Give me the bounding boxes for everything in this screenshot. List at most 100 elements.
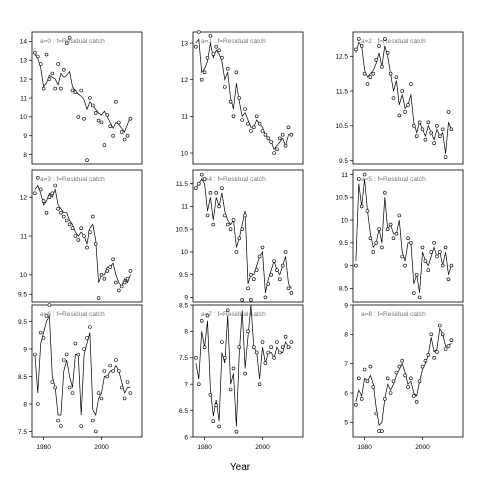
observed-point	[199, 172, 204, 177]
observed-point	[82, 347, 86, 351]
observed-point	[108, 124, 112, 129]
observed-point	[44, 314, 49, 318]
y-tick-label: 9.5	[339, 240, 348, 247]
observed-point	[377, 227, 381, 231]
y-tick-label: 11	[20, 233, 27, 240]
observed-point	[128, 269, 133, 273]
x-tick-label: 2000	[94, 444, 109, 451]
x-tick-label: 2000	[255, 444, 270, 451]
observed-point	[91, 214, 95, 219]
panel-label: a=2 : f=Residual catch	[361, 38, 426, 45]
observed-point	[211, 52, 216, 56]
y-tick-label: 10	[20, 272, 28, 279]
observed-point	[76, 115, 81, 119]
observed-point	[394, 75, 399, 79]
y-tick-label: 7.5	[179, 355, 188, 362]
observed-point	[382, 37, 387, 41]
observed-point	[61, 67, 66, 72]
observed-point	[108, 265, 112, 269]
y-tick-label: 10.5	[175, 226, 188, 233]
observed-point	[117, 120, 121, 125]
observed-point	[446, 110, 451, 114]
observed-point	[382, 397, 387, 401]
observed-point	[47, 77, 52, 81]
observed-point	[197, 181, 201, 186]
observed-point	[85, 336, 89, 340]
observed-point	[388, 222, 393, 227]
observed-point	[286, 125, 291, 130]
observed-point	[354, 263, 358, 268]
observed-point	[266, 281, 271, 286]
observed-point	[391, 236, 396, 241]
observed-point	[446, 277, 451, 282]
observed-point	[67, 385, 72, 390]
observed-point	[403, 263, 407, 268]
panel-label: a=4 : f=Residual catch	[201, 176, 266, 183]
panel-5: a=7 : f=Residual catch 6 6.5 7 7.5 8 8.5 1980 20…	[179, 297, 304, 451]
panel-frame	[352, 304, 464, 438]
y-tick-label: 9.5	[18, 319, 27, 326]
observed-point	[111, 369, 115, 373]
observed-point	[269, 140, 274, 144]
observed-point	[61, 214, 66, 219]
observed-point	[33, 191, 37, 196]
observed-point	[205, 213, 210, 218]
observed-point	[374, 57, 379, 62]
panel-frame	[192, 169, 304, 303]
y-tick-label: 10.5	[335, 195, 348, 202]
fitted-line	[195, 304, 292, 427]
y-tick-label: 6	[344, 390, 348, 397]
observed-point	[420, 364, 425, 369]
observed-point	[73, 90, 78, 95]
observed-point	[237, 236, 242, 241]
observed-point	[50, 71, 55, 76]
observed-point	[128, 116, 133, 121]
panel-1: a=3 : f=Residual catch 9.5 10 11 12	[18, 169, 143, 303]
observed-point	[382, 191, 387, 195]
observed-point	[33, 50, 37, 55]
observed-point	[400, 89, 405, 93]
observed-point	[432, 141, 436, 145]
observed-point	[53, 183, 58, 188]
observed-point	[96, 118, 101, 123]
observed-point	[400, 254, 405, 259]
observed-point	[214, 403, 218, 408]
panel-7: a=5 : f=Residual catch 8.5 9 9.5 10 10.5 11	[335, 169, 464, 303]
observed-point	[105, 113, 110, 117]
observed-point	[234, 429, 239, 434]
panel-label: a=3 : f=Residual catch	[40, 176, 105, 183]
observed-point	[440, 332, 445, 337]
observed-point	[277, 277, 282, 282]
observed-point	[443, 155, 448, 159]
y-tick-label: 9.5	[18, 292, 27, 299]
observed-point	[79, 88, 83, 93]
observed-point	[359, 204, 364, 209]
observed-point	[240, 297, 244, 302]
observed-point	[105, 269, 110, 273]
observed-point	[38, 187, 43, 192]
observed-point	[44, 210, 49, 215]
fitted-line	[34, 184, 131, 288]
observed-point	[377, 44, 381, 48]
y-tick-label: 5	[344, 420, 348, 427]
observed-point	[208, 33, 213, 38]
observed-point	[197, 382, 201, 387]
observed-point	[228, 227, 233, 231]
y-tick-label: 8.5	[339, 286, 348, 293]
observed-point	[47, 303, 52, 307]
observed-point	[50, 380, 55, 384]
observed-point	[362, 172, 367, 177]
observed-point	[394, 370, 399, 375]
observed-point	[426, 120, 431, 125]
observed-point	[368, 364, 373, 369]
panel-frame	[352, 31, 464, 165]
observed-point	[380, 245, 384, 250]
x-tick-label: 2000	[415, 444, 430, 451]
observed-point	[280, 132, 285, 137]
observed-point	[243, 371, 247, 376]
y-tick-label: 10	[20, 114, 28, 121]
observed-point	[194, 44, 198, 49]
observed-point	[246, 121, 250, 126]
panel-label: a=1 : f=Residual catch	[201, 38, 266, 45]
observed-point	[231, 114, 236, 119]
